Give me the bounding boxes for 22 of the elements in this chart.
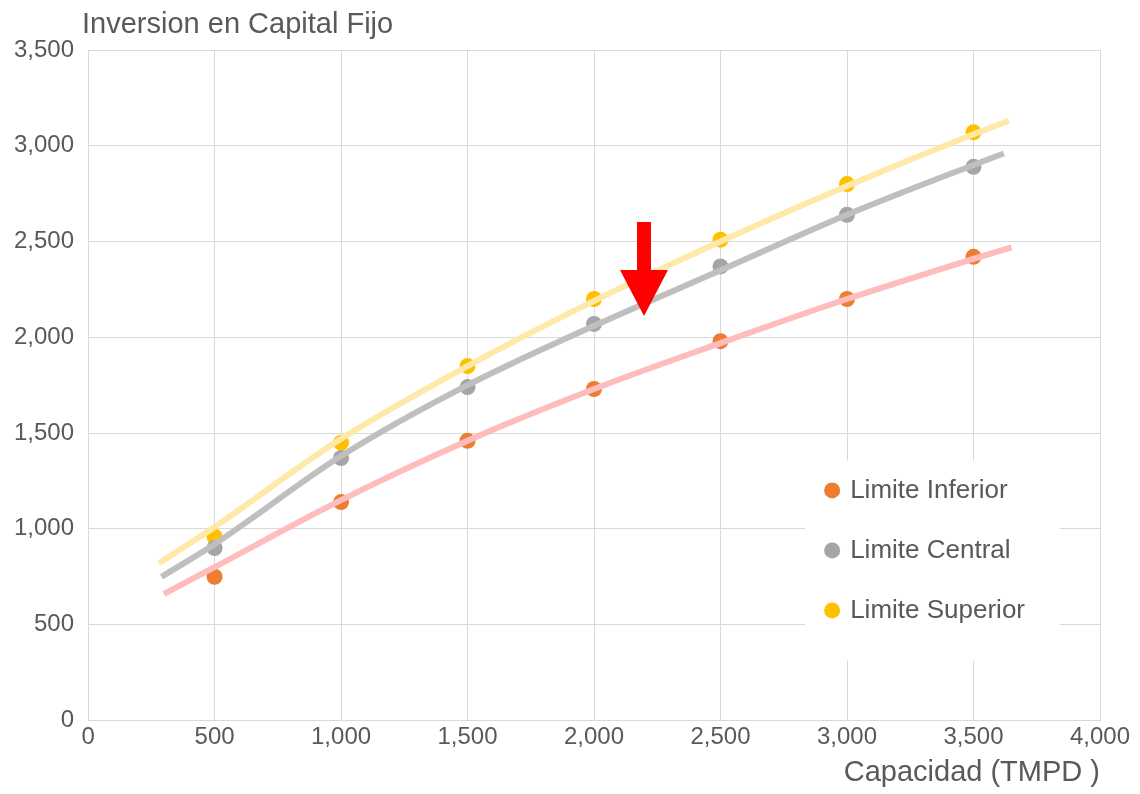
legend-label: Limite Superior bbox=[850, 593, 1026, 624]
x-tick-label: 0 bbox=[81, 722, 95, 750]
y-tick-label: 1,000 bbox=[14, 513, 75, 541]
x-tick-label: 500 bbox=[194, 722, 235, 750]
x-tick-label: 2,000 bbox=[564, 722, 625, 750]
x-tick-label: 2,500 bbox=[690, 722, 751, 750]
y-tick-label: 2,500 bbox=[14, 226, 75, 254]
y-tick-label: 1,500 bbox=[14, 417, 75, 445]
y-tick-label: 3,500 bbox=[14, 34, 75, 62]
y-tick-label: 500 bbox=[34, 609, 75, 637]
y-tick-label: 3,000 bbox=[14, 130, 75, 158]
chart-title: Inversion en Capital Fijo bbox=[82, 6, 394, 39]
legend-label: Limite Central bbox=[850, 533, 1011, 564]
x-tick-label: 1,000 bbox=[311, 722, 372, 750]
x-tick-label: 1,500 bbox=[437, 722, 498, 750]
x-tick-label: 3,500 bbox=[943, 722, 1004, 750]
x-axis-title: Capacidad (TMPD ) bbox=[843, 754, 1100, 787]
legend-label: Limite Inferior bbox=[850, 473, 1008, 504]
x-tick-label: 4,000 bbox=[1069, 722, 1131, 750]
x-tick-label: 3,000 bbox=[816, 722, 878, 750]
y-tick-label: 0 bbox=[60, 705, 75, 733]
y-tick-label: 2,000 bbox=[14, 321, 75, 349]
